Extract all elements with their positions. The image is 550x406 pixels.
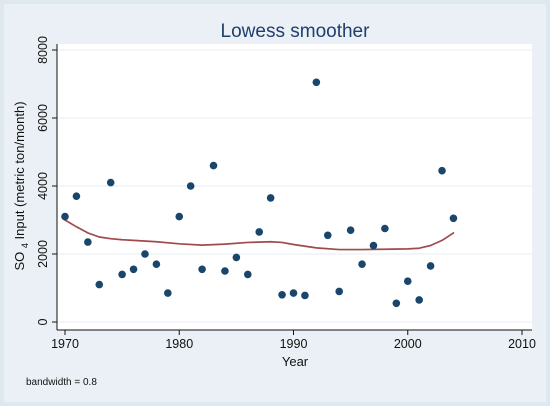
scatter-point: [369, 241, 378, 250]
scatter-point: [289, 289, 298, 297]
scatter-point: [221, 267, 229, 275]
y-tick-label: 2000: [36, 240, 50, 268]
scatter-point: [323, 231, 332, 240]
scatter-point: [84, 238, 92, 246]
chart-title: Lowess smoother: [221, 21, 371, 42]
x-tick-label: 2000: [394, 337, 422, 351]
bandwidth-note: bandwidth = 0.8: [26, 377, 97, 388]
x-tick-label: 1990: [280, 337, 308, 351]
scatter-point: [141, 250, 149, 258]
scatter-point: [118, 270, 126, 279]
scatter-point: [278, 291, 286, 299]
scatter-point: [72, 192, 81, 200]
scatter-point: [335, 287, 344, 296]
y-axis-label-main: SO: [12, 252, 27, 271]
scatter-point: [106, 178, 115, 187]
scatter-point: [198, 265, 206, 274]
scatter-point: [449, 214, 458, 223]
scatter-point: [346, 226, 355, 234]
scatter-point: [95, 280, 104, 289]
scatter-point: [381, 224, 389, 233]
scatter-point: [209, 161, 218, 170]
y-axis-label-rest: Input (metric ton/month): [12, 101, 27, 239]
scatter-point: [312, 78, 321, 87]
scatter-point: [152, 260, 161, 269]
grid-lines: [57, 49, 532, 323]
scatter-point: [255, 228, 264, 236]
smoother-layer: [64, 219, 455, 251]
scatter-point: [175, 212, 184, 221]
scatter-point: [301, 291, 309, 300]
scatter-point: [358, 260, 366, 269]
scatter-point: [415, 296, 423, 304]
scatter-point: [244, 270, 252, 279]
scatter-point: [232, 253, 241, 262]
y-axis-label: SO 4 Input (metric ton/month): [12, 101, 31, 270]
y-tick-label: 4000: [36, 172, 50, 200]
scatter-point: [164, 289, 172, 297]
bandwidth-label: bandwidth =: [26, 377, 83, 388]
plot-area: [57, 44, 532, 330]
scatter-point: [438, 166, 446, 175]
x-axis-label: Year: [282, 354, 309, 369]
axes: 0 2000 4000 6000 8000 1970 1980 1990 2000 2010: [36, 36, 536, 351]
scatter-point: [392, 299, 401, 308]
y-tick-label: 0: [36, 318, 50, 325]
scatter-points: [61, 78, 458, 308]
lowess-smoother-line: [64, 219, 455, 251]
x-tick-label: 2010: [508, 337, 536, 351]
scatter-point: [61, 212, 69, 221]
bandwidth-value: 0.8: [83, 377, 97, 388]
scatter-point: [129, 265, 138, 274]
scatter-point: [403, 277, 412, 286]
y-axis-label-subscript: 4: [20, 243, 30, 248]
x-tick-label: 1970: [51, 337, 79, 351]
scatter-point: [266, 194, 275, 202]
x-tick-label: 1980: [165, 337, 193, 351]
scatter-point: [186, 182, 195, 190]
scatter-point: [426, 262, 435, 270]
y-tick-label: 6000: [36, 104, 50, 132]
y-tick-label: 8000: [36, 36, 50, 64]
